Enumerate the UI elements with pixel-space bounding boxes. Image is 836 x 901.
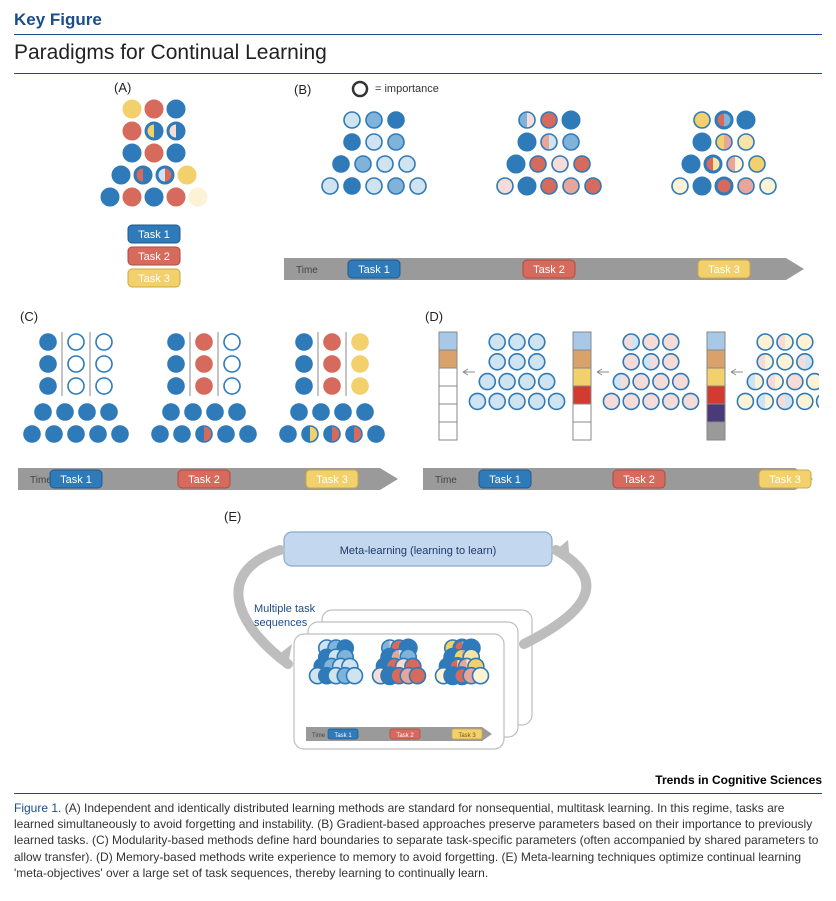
svg-text:Task 1: Task 1 [358,264,390,276]
svg-text:Task 3: Task 3 [708,264,740,276]
svg-text:Task 1: Task 1 [60,474,92,486]
svg-text:sequences: sequences [254,617,308,629]
svg-text:= importance: = importance [375,83,439,95]
panel-b-label: (B) [294,82,311,97]
panel-d-label: (D) [425,309,822,324]
footer-rule [14,793,822,794]
svg-text:Task 1: Task 1 [489,474,521,486]
figure-caption: Figure 1. (A) Independent and identicall… [14,800,822,881]
panel-c-label: (C) [20,309,409,324]
panel-a-label: (A) [114,80,264,95]
importance-legend: = importance [351,80,551,98]
svg-text:Task 2: Task 2 [138,251,170,263]
panel-a: Task 1 Task 2 Task 3 [14,95,264,295]
header-rule [14,34,822,35]
svg-text:Task 1: Task 1 [334,733,352,739]
panel-b: Time Task 1 Task 2 Task 3 [274,98,814,293]
svg-text:Task 1: Task 1 [138,229,170,241]
svg-text:Multiple task: Multiple task [254,603,316,615]
svg-text:Task 3: Task 3 [138,273,170,285]
journal-name: Trends in Cognitive Sciences [14,773,822,787]
svg-text:Task 2: Task 2 [188,474,220,486]
svg-text:Meta-learning (learning to lea: Meta-learning (learning to learn) [340,545,497,557]
svg-text:Task 3: Task 3 [316,474,348,486]
panel-e: Meta-learning (learning to learn) Time Tas… [14,524,822,769]
svg-text:Time: Time [435,475,457,486]
panel-d: Time Task 1 Task 2 Task 3 [419,324,819,499]
title-rule [14,73,822,74]
svg-text:Time: Time [296,265,318,276]
figure-title: Paradigms for Continual Learning [14,41,822,65]
svg-text:Task 2: Task 2 [396,733,414,739]
panel-e-label: (E) [224,509,822,524]
svg-text:Time: Time [312,733,326,739]
svg-text:Task 3: Task 3 [458,733,476,739]
svg-text:Task 2: Task 2 [533,264,565,276]
panel-c: Time Task 1 Task 2 Task 3 [14,324,409,499]
svg-text:Task 2: Task 2 [623,474,655,486]
svg-text:Time: Time [30,475,52,486]
key-figure-label: Key Figure [14,10,822,30]
svg-text:Task 3: Task 3 [769,474,801,486]
